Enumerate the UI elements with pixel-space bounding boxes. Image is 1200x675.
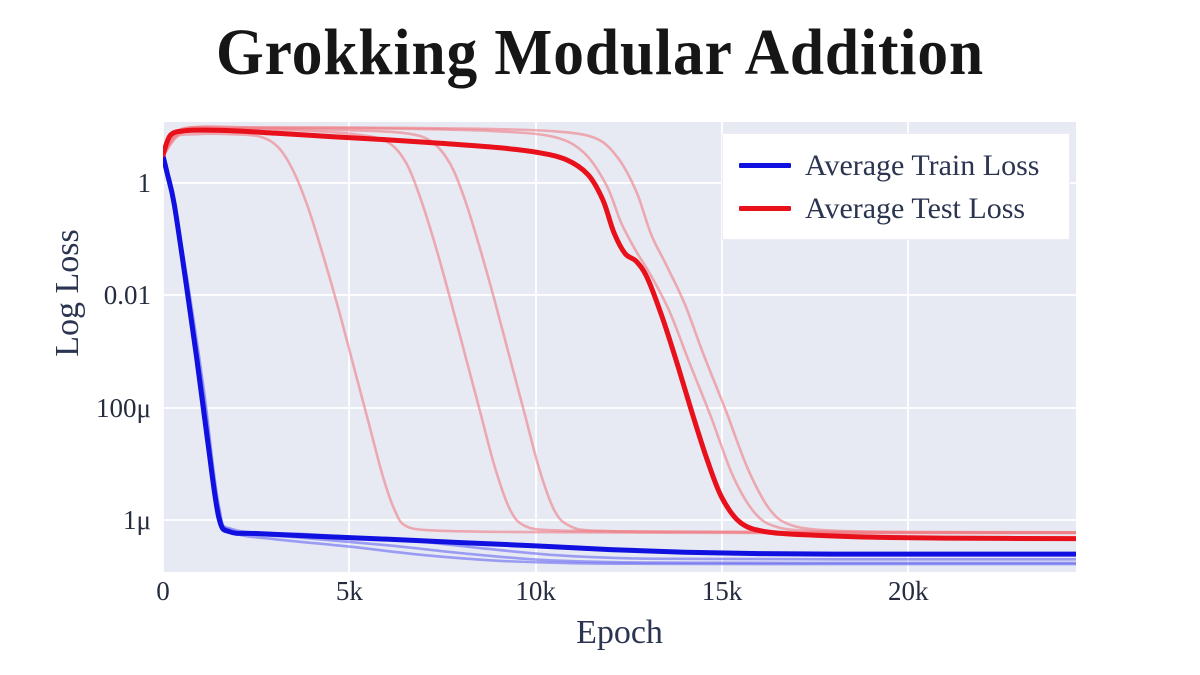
series-line <box>163 125 1076 534</box>
y-tick-label: 100μ <box>96 392 151 423</box>
x-tick-label: 5k <box>335 576 363 606</box>
y-tick-label: 1μ <box>123 505 151 536</box>
y-axis-label: Log Loss <box>49 229 86 357</box>
gridline-horizontal <box>163 406 1076 409</box>
gridline-horizontal <box>163 519 1076 522</box>
x-axis-label: Epoch <box>576 614 663 651</box>
x-tick-label: 20k <box>888 576 929 606</box>
legend-swatch-train-icon <box>739 163 791 168</box>
legend-item-test[interactable]: Average Test Loss <box>739 187 1053 230</box>
gridline-vertical <box>907 122 910 572</box>
legend-swatch-test-icon <box>739 206 791 211</box>
x-tick-label: 10k <box>515 576 556 606</box>
gridline-horizontal <box>163 181 1076 184</box>
x-tick-label: 0 <box>156 576 170 606</box>
gridline-vertical <box>720 122 723 572</box>
page-title: Grokking Modular Addition <box>215 16 985 89</box>
legend-label-train: Average Train Loss <box>805 148 1040 182</box>
legend-item-train[interactable]: Average Train Loss <box>739 144 1053 187</box>
chart-legend: Average Train Loss Average Test Loss <box>722 133 1070 240</box>
gridline-vertical <box>163 122 164 572</box>
series-line <box>163 153 1076 557</box>
y-tick-label: 0.01 <box>103 280 151 311</box>
x-tick-label: 15k <box>701 576 743 606</box>
gridline-vertical <box>534 122 537 572</box>
series-line <box>163 127 1076 542</box>
legend-label-test: Average Test Loss <box>805 191 1026 225</box>
y-tick-label: 1 <box>137 167 152 198</box>
curves-layer <box>163 125 1076 566</box>
gridline-horizontal <box>163 294 1076 297</box>
